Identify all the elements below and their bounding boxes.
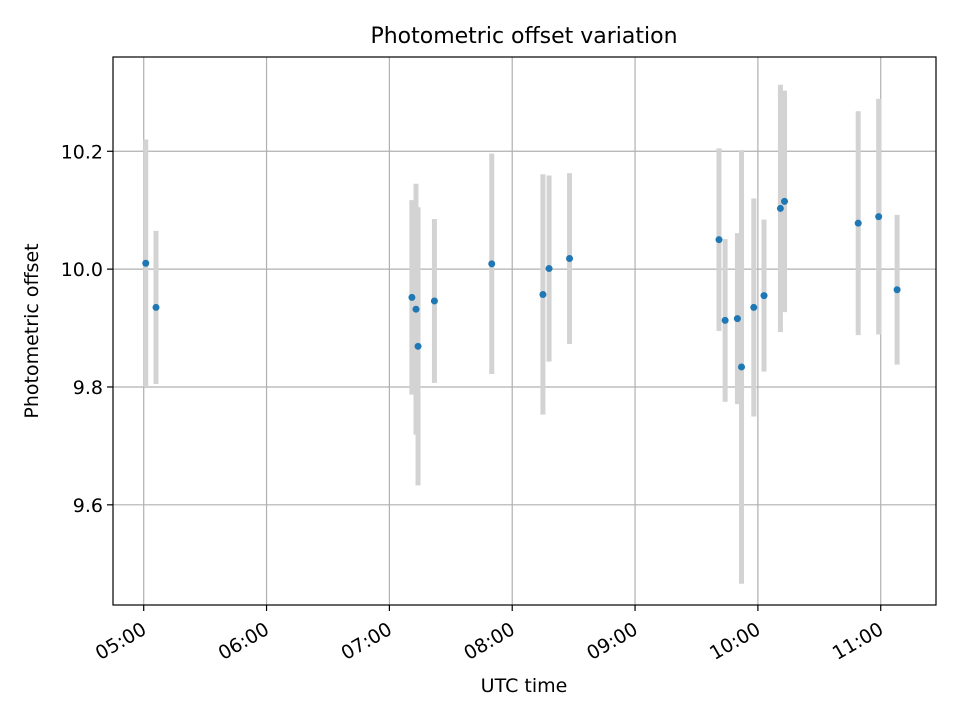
y-tick-label: 10.2 <box>61 141 103 163</box>
y-tick-label: 10.0 <box>61 259 103 281</box>
plot-area-frame <box>112 56 937 606</box>
data-point <box>738 363 746 371</box>
data-point <box>488 260 496 268</box>
data-point <box>750 303 758 311</box>
data-point <box>142 259 150 267</box>
data-point <box>430 297 438 305</box>
data-point <box>414 342 422 350</box>
data-point <box>408 293 416 301</box>
data-point <box>875 213 883 221</box>
data-point <box>152 303 160 311</box>
data-point <box>854 219 862 227</box>
x-axis-label: UTC time <box>481 675 568 697</box>
data-point <box>545 265 553 273</box>
data-point <box>566 255 574 263</box>
data-point <box>733 315 741 323</box>
y-axis-label: Photometric offset <box>21 243 43 418</box>
data-point <box>539 290 547 298</box>
data-point <box>893 286 901 294</box>
data-points <box>142 197 901 371</box>
data-point <box>776 204 784 212</box>
y-tick-label: 9.6 <box>73 495 103 517</box>
data-point <box>781 197 789 205</box>
chart-title: Photometric offset variation <box>370 24 677 49</box>
y-axis-ticks: 9.6 9.8 10.0 10.2 <box>61 141 113 517</box>
data-point <box>721 316 729 324</box>
grid <box>113 57 936 605</box>
data-point <box>412 305 420 313</box>
data-point <box>760 292 768 300</box>
y-tick-label: 9.8 <box>73 377 103 399</box>
data-point <box>715 236 723 244</box>
